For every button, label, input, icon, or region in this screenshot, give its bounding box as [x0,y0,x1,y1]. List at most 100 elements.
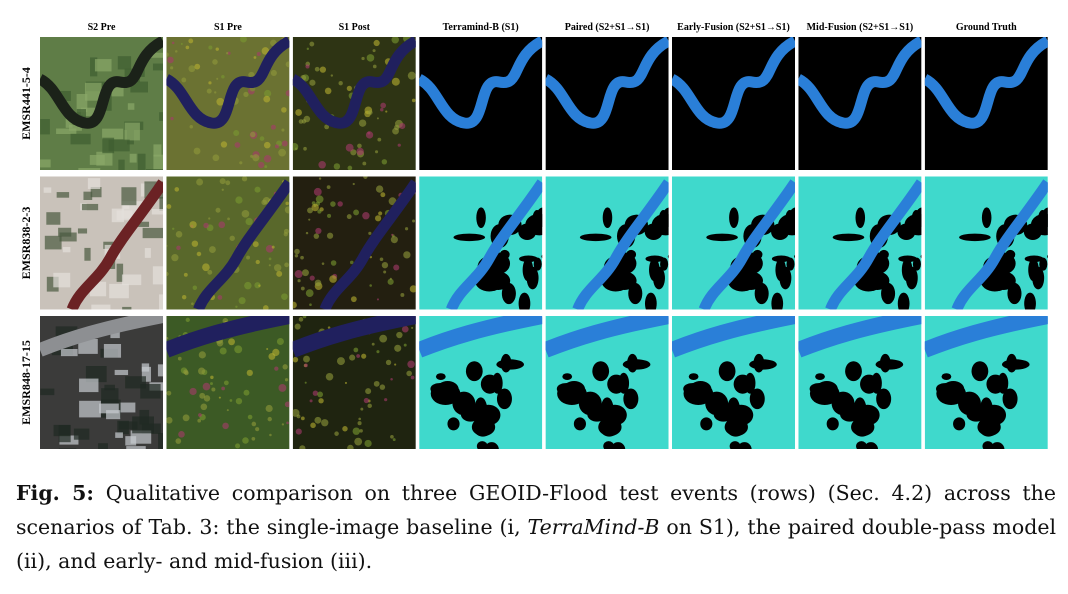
dry-patch [729,441,741,449]
texture [327,213,332,218]
texture [315,227,322,235]
texture [284,378,289,382]
dry-patch [959,233,991,242]
texture [282,364,288,370]
texture [118,159,125,170]
river [40,316,163,357]
tile-content [798,316,922,449]
texture [305,289,314,298]
texture [286,421,289,425]
texture [265,245,274,253]
texture [385,110,388,113]
texture [60,348,78,357]
texture [337,201,343,207]
texture [380,102,387,109]
texture [198,351,206,359]
texture [153,154,163,170]
river [292,316,416,358]
texture [149,52,163,58]
texture [89,154,105,165]
river [924,37,1048,129]
texture [119,402,136,413]
texture [244,281,252,290]
texture [214,91,217,94]
dry-patch [623,388,639,410]
texture [314,416,322,424]
texture [371,342,375,346]
texture [294,270,303,279]
dry-patch [942,381,965,397]
texture [393,264,400,271]
texture [166,271,169,277]
caption-label: Fig. 5: [16,481,94,505]
texture [181,294,187,300]
image-tile [545,176,669,310]
texture [281,128,285,132]
tile-content [672,176,795,310]
texture [216,77,219,80]
texture [342,426,348,432]
texture [172,227,175,230]
dry-patch [1024,255,1044,263]
texture [302,316,307,319]
texture [240,37,247,43]
texture [384,398,388,402]
texture [391,77,400,86]
texture [137,153,146,170]
texture [346,214,352,220]
texture [284,206,290,214]
dry-patch [700,417,713,431]
texture [208,45,213,50]
texture [216,97,225,106]
texture [391,37,399,44]
texture [175,50,178,53]
texture [367,403,372,409]
dry-patch [474,397,488,421]
texture [226,409,229,412]
texture [364,439,372,448]
texture [400,292,405,297]
texture [242,437,249,444]
texture [129,153,137,163]
texture [349,260,354,265]
dry-patch [977,417,1001,437]
texture [273,264,282,272]
texture [58,227,72,237]
texture [189,387,197,396]
dry-patch [496,388,512,410]
texture [241,176,248,182]
texture [58,448,77,449]
image-tile [798,316,922,449]
texture [94,59,112,72]
texture [411,326,414,329]
texture [56,192,70,198]
caption-text: Qualitative comparison on three GEOID-Fl… [16,481,1057,539]
texture [314,66,320,72]
texture [222,422,229,430]
texture [159,112,163,121]
image-tile [40,37,163,170]
texture [245,217,253,226]
tile-bg [798,176,922,310]
dry-patch [897,292,910,310]
texture [181,77,187,83]
texture [319,66,327,73]
texture [311,203,319,212]
texture [210,382,213,386]
texture [350,296,357,303]
texture [294,323,301,330]
tile-content [40,316,163,449]
dry-patch [688,373,699,380]
texture [314,279,322,287]
texture [330,201,336,207]
dry-patch [901,258,913,282]
texture [354,437,363,446]
dry-patch [920,254,922,259]
texture [309,303,312,307]
river [166,316,290,358]
texture [198,367,206,375]
dry-patch [727,397,740,421]
texture [188,65,196,73]
texture [307,207,314,214]
